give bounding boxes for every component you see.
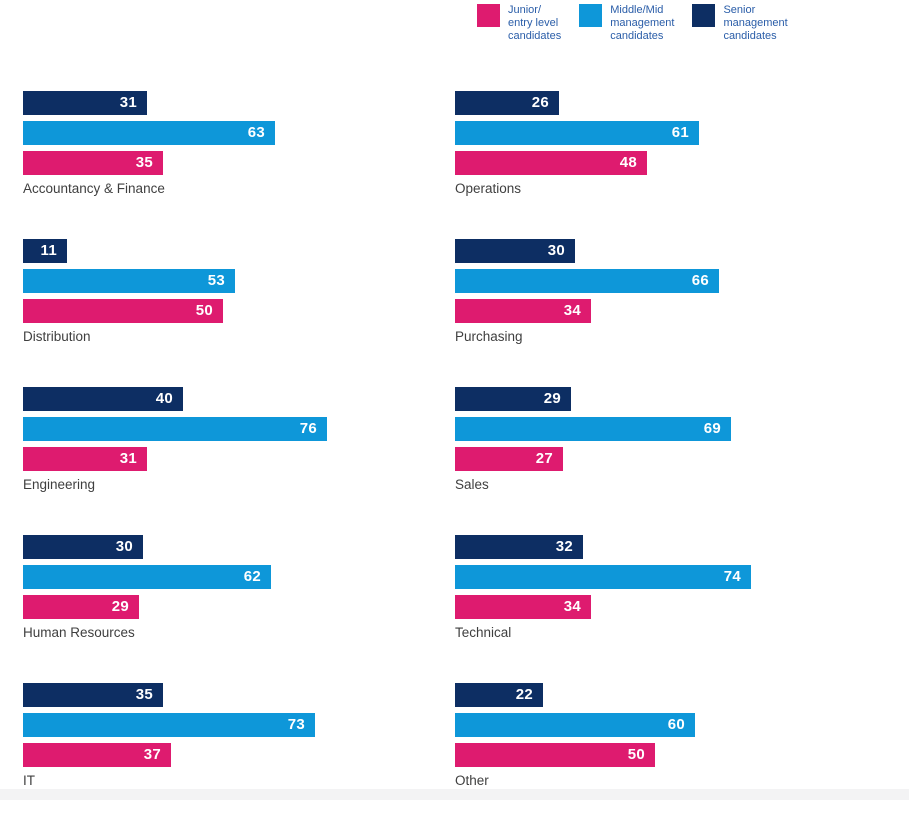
category-group: 29 69 27 Sales [455,387,887,535]
category-group: 31 63 35 Accountancy & Finance [23,91,455,239]
bar-value-label: 50 [627,746,645,763]
bar-value-label: 69 [703,420,721,437]
middle-color-swatch-icon [579,4,603,27]
bar-middle: 74 [455,565,751,589]
bar-value-label: 63 [247,124,265,141]
bar-value-label: 22 [515,686,533,703]
bar-senior: 11 [23,239,67,263]
page-section-divider [0,789,909,800]
category-group: 26 61 48 Operations [455,91,887,239]
bar-value-label: 76 [299,420,317,437]
bar-value-label: 40 [155,390,173,407]
bar-middle: 73 [23,713,315,737]
bar-middle: 62 [23,565,271,589]
category-group: 22 60 50 Other [455,683,887,831]
legend-label-senior: Senior management candidates [723,4,788,42]
bar-senior: 29 [455,387,571,411]
bar-senior: 32 [455,535,583,559]
category-group: 32 74 34 Technical [455,535,887,683]
chart-grid: 31 63 35 Accountancy & Finance 11 53 50 Distrib… [23,91,887,831]
bar-senior: 31 [23,91,147,115]
bar-senior: 40 [23,387,183,411]
bar-value-label: 50 [195,302,213,319]
bar-junior: 34 [455,299,591,323]
category-label: Other [455,773,489,788]
bar-value-label: 30 [115,538,133,555]
bar-value-label: 62 [243,568,261,585]
bar-value-label: 35 [135,686,153,703]
bar-junior: 31 [23,447,147,471]
bar-junior: 48 [455,151,647,175]
bar-senior: 30 [23,535,143,559]
category-label: Sales [455,477,489,492]
bar-junior: 27 [455,447,563,471]
bar-value-label: 66 [691,272,709,289]
bar-middle: 63 [23,121,275,145]
legend-label-middle: Middle/Mid management candidates [610,4,675,42]
category-label: Operations [455,181,522,196]
category-group: 30 66 34 Purchasing [455,239,887,387]
bar-senior: 30 [455,239,575,263]
bar-junior: 50 [455,743,655,767]
category-label: Accountancy & Finance [23,181,165,196]
bar-value-label: 35 [135,154,153,171]
bar-value-label: 37 [143,746,161,763]
legend-item-junior: Junior/ entry level candidates [477,4,561,43]
bar-value-label: 74 [723,568,741,585]
legend-label-junior: Junior/ entry level candidates [508,4,562,42]
bar-value-label: 29 [543,390,561,407]
category-group: 11 53 50 Distribution [23,239,455,387]
category-group: 30 62 29 Human Resources [23,535,455,683]
category-group: 35 73 37 IT [23,683,455,831]
bar-senior: 35 [23,683,163,707]
bar-value-label: 32 [555,538,573,555]
senior-color-swatch-icon [692,4,716,27]
bar-middle: 61 [455,121,699,145]
bar-senior: 22 [455,683,543,707]
category-label: Engineering [23,477,96,492]
bar-value-label: 61 [671,124,689,141]
bar-value-label: 53 [207,272,225,289]
bar-value-label: 48 [619,154,637,171]
bar-middle: 76 [23,417,327,441]
bar-junior: 50 [23,299,223,323]
bar-senior: 26 [455,91,559,115]
category-label: Technical [455,625,512,640]
category-label: IT [23,773,35,788]
bar-value-label: 31 [119,94,137,111]
bar-value-label: 31 [119,450,137,467]
bar-junior: 37 [23,743,171,767]
legend-item-middle: Middle/Mid management candidates [579,4,674,43]
bar-middle: 66 [455,269,719,293]
bar-value-label: 34 [563,302,581,319]
legend-item-senior: Senior management candidates [692,4,788,43]
category-group: 40 76 31 Engineering [23,387,455,535]
bar-value-label: 26 [531,94,549,111]
bar-middle: 60 [455,713,695,737]
bar-value-label: 60 [667,716,685,733]
bar-value-label: 27 [535,450,553,467]
bar-junior: 34 [455,595,591,619]
bar-middle: 69 [455,417,731,441]
category-label: Purchasing [455,329,523,344]
bar-value-label: 11 [40,242,57,259]
bar-value-label: 73 [287,716,305,733]
bar-value-label: 29 [111,598,129,615]
bar-junior: 35 [23,151,163,175]
bar-middle: 53 [23,269,235,293]
legend: Junior/ entry level candidates Middle/Mi… [477,4,788,43]
junior-color-swatch-icon [477,4,500,27]
bar-value-label: 30 [547,242,565,259]
bar-junior: 29 [23,595,139,619]
bar-value-label: 34 [563,598,581,615]
category-label: Distribution [23,329,91,344]
category-label: Human Resources [23,625,135,640]
